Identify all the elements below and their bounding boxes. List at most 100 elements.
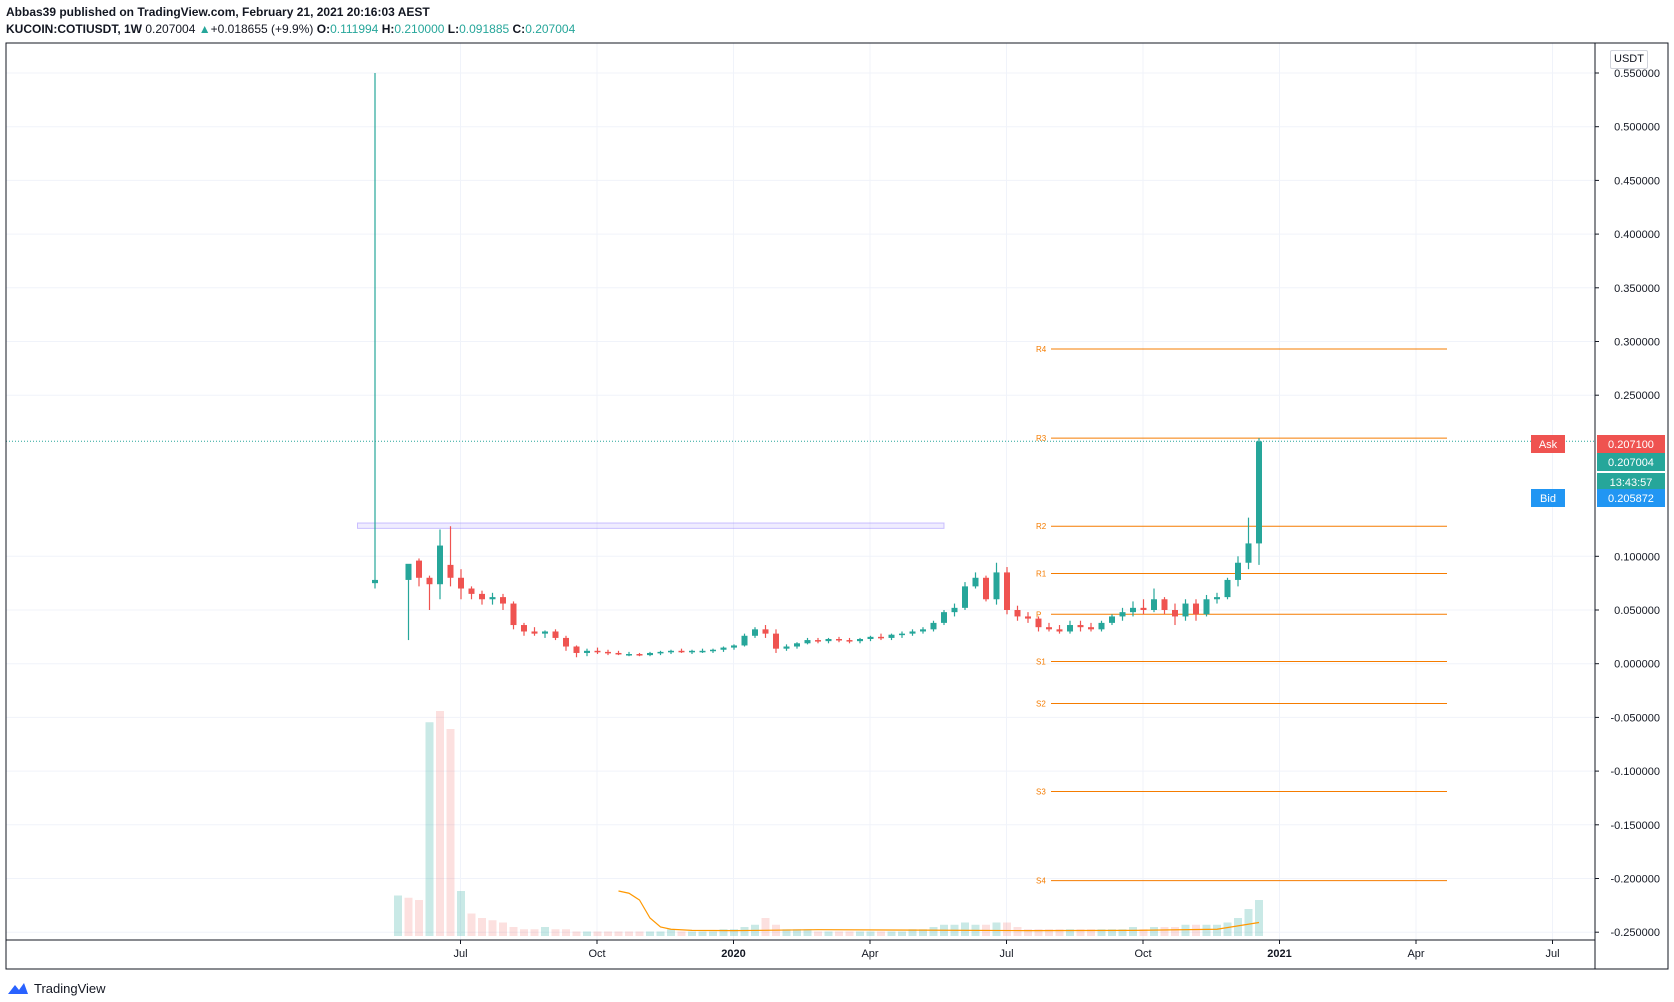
volume-bar bbox=[1024, 929, 1032, 936]
ask-tag-value: 0.207100 bbox=[1608, 439, 1654, 451]
candle-body bbox=[878, 636, 884, 639]
candle-body bbox=[1014, 610, 1021, 617]
volume-bar bbox=[656, 931, 665, 936]
candle-body bbox=[909, 631, 916, 634]
candle-body bbox=[1088, 627, 1094, 630]
pivot-label-r4: R4 bbox=[1036, 345, 1047, 354]
volume-bar bbox=[520, 929, 528, 936]
pivot-label-s2: S2 bbox=[1036, 699, 1046, 708]
volume-bar bbox=[562, 929, 570, 936]
volume-bar bbox=[961, 922, 969, 936]
last-price-tag-box bbox=[1597, 453, 1665, 471]
y-tick-label: 0.000000 bbox=[1614, 659, 1660, 671]
candle-body bbox=[1035, 618, 1042, 628]
candle-body bbox=[668, 650, 674, 653]
volume-bar bbox=[614, 931, 623, 936]
ask-tag-label-box bbox=[1531, 435, 1565, 453]
candle-body bbox=[1046, 627, 1052, 630]
volume-bar bbox=[1223, 922, 1232, 936]
volume-bar bbox=[856, 931, 864, 936]
y-tick-label: -0.250000 bbox=[1610, 927, 1660, 939]
y-tick-label: -0.050000 bbox=[1610, 712, 1660, 724]
x-tick-label: Jul bbox=[999, 948, 1013, 960]
candle-body bbox=[846, 640, 853, 642]
candle-body bbox=[594, 650, 601, 653]
footer-brand[interactable]: TradingView bbox=[6, 980, 106, 996]
y-tick-label: 0.050000 bbox=[1614, 605, 1660, 617]
candle-body bbox=[741, 635, 748, 646]
y-tick-label: 0.400000 bbox=[1614, 229, 1660, 241]
pivot-label-r2: R2 bbox=[1036, 522, 1047, 531]
volume-bar bbox=[1097, 929, 1106, 936]
volume-bar bbox=[1160, 927, 1169, 936]
y-tick-label: 0.300000 bbox=[1614, 337, 1660, 349]
candle-body bbox=[1098, 622, 1105, 630]
candle-body bbox=[815, 640, 821, 642]
volume-bar bbox=[814, 931, 822, 936]
volume-bar bbox=[1244, 909, 1253, 936]
volume-bar bbox=[1066, 929, 1074, 936]
candle-body bbox=[962, 586, 968, 608]
countdown-tag-box bbox=[1597, 473, 1665, 491]
last-price: 0.207004 bbox=[145, 22, 196, 36]
volume-bar bbox=[1045, 929, 1053, 936]
candle-body bbox=[605, 651, 611, 654]
candle-body bbox=[626, 654, 632, 656]
open-label: O: bbox=[316, 22, 331, 36]
candle-body bbox=[783, 646, 790, 649]
candle-body bbox=[1056, 629, 1063, 632]
candle-body bbox=[1235, 562, 1241, 580]
bid-tag-value: 0.205872 bbox=[1608, 493, 1654, 505]
candle-body bbox=[941, 612, 947, 623]
x-tick-label: Apr bbox=[1407, 948, 1424, 960]
candle-body bbox=[678, 650, 685, 653]
high-label: H: bbox=[381, 22, 395, 36]
candle-body bbox=[899, 633, 905, 636]
volume-bar bbox=[1129, 927, 1137, 936]
volume-bar bbox=[646, 931, 654, 936]
candle-body bbox=[521, 625, 527, 632]
pivot-label-p: P bbox=[1036, 610, 1041, 619]
candle-body bbox=[1182, 603, 1189, 617]
volume-bar bbox=[1171, 927, 1179, 936]
currency-label[interactable]: USDT bbox=[1610, 50, 1648, 69]
volume-bar bbox=[1003, 922, 1011, 936]
candle-body bbox=[510, 603, 517, 626]
volume-bar bbox=[436, 711, 444, 936]
volume-bar bbox=[793, 929, 801, 936]
candle-body bbox=[416, 560, 422, 578]
volume-bar bbox=[415, 900, 423, 936]
volume-bar bbox=[625, 931, 633, 936]
candle-body bbox=[500, 597, 506, 604]
candle-body bbox=[479, 593, 485, 600]
candle-body bbox=[372, 579, 378, 584]
candle-body bbox=[531, 631, 538, 634]
volume-bar bbox=[446, 729, 455, 936]
publish-info: Abbas39 published on TradingView.com, Fe… bbox=[6, 4, 430, 20]
volume-bar bbox=[425, 722, 434, 936]
candle-body bbox=[699, 650, 706, 653]
volume-bar bbox=[593, 931, 602, 936]
low-value: 0.091885 bbox=[459, 22, 510, 36]
candle-body bbox=[804, 640, 811, 644]
pivot-label-s3: S3 bbox=[1036, 788, 1046, 797]
candle-body bbox=[552, 631, 559, 638]
candle-body bbox=[657, 651, 664, 654]
candle-body bbox=[458, 577, 464, 589]
volume-bar bbox=[677, 931, 686, 936]
volume-bar bbox=[488, 920, 497, 936]
candle-body bbox=[489, 597, 496, 600]
volume-bar bbox=[667, 929, 675, 936]
x-tick-label: Jul bbox=[1545, 948, 1559, 960]
close-value: 0.207004 bbox=[525, 22, 576, 36]
candle-body bbox=[710, 649, 716, 652]
candle-body bbox=[794, 643, 800, 647]
x-tick-label: Oct bbox=[588, 948, 605, 960]
volume-bar bbox=[908, 929, 917, 936]
volume-bar bbox=[604, 931, 612, 936]
volume-bar bbox=[404, 897, 413, 936]
volume-bar bbox=[509, 927, 518, 936]
volume-bar bbox=[1034, 929, 1043, 936]
volume-bar bbox=[761, 918, 770, 936]
